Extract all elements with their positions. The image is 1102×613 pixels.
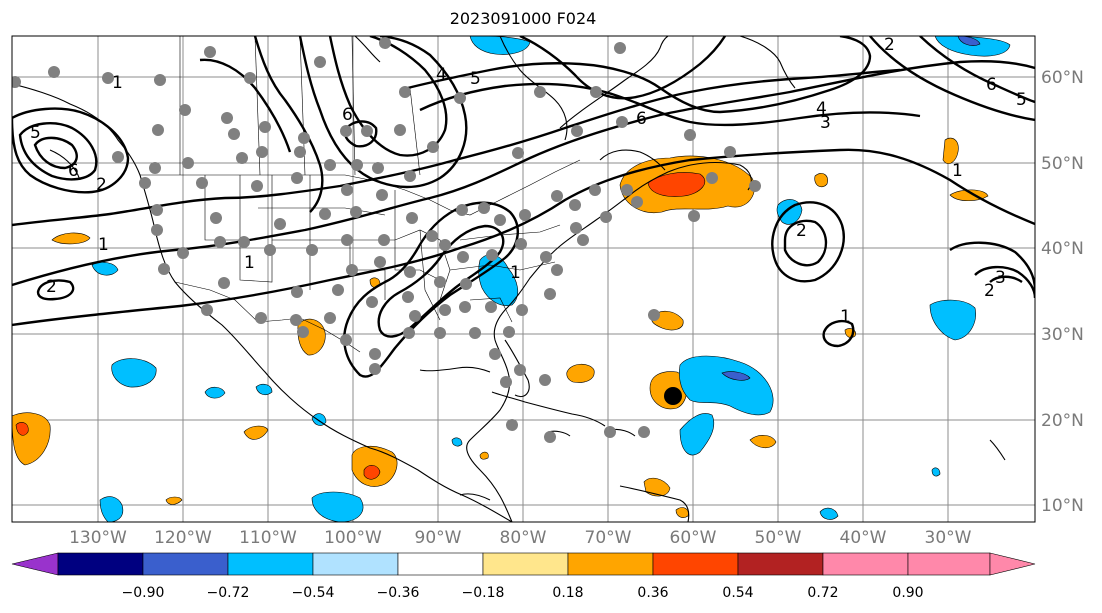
map-content: 1 1 1 1 1 1 2 2 2 2 3 3 4 4 5 5 5 6 6 6 …: [12, 35, 1035, 522]
colorbar-tick-label: 0.72: [807, 585, 838, 601]
colorbar-bin: [312, 552, 399, 576]
colorbar-tick-label: 0.90: [892, 585, 923, 601]
contour-label: 6: [68, 161, 79, 181]
colorbar-ticks: −0.90 −0.72 −0.54 −0.36 −0.18 0.18 0.36 …: [122, 585, 924, 601]
contour-label: 2: [46, 277, 57, 297]
lon-tick-label: 70°W: [585, 528, 632, 548]
lon-tick-label: 110°W: [239, 528, 297, 548]
lon-tick-label: 90°W: [415, 528, 462, 548]
contour-label: 1: [952, 161, 963, 181]
colorbar-tick-label: −0.54: [292, 585, 335, 601]
storm-center-marker: [664, 387, 682, 405]
contour-label: 6: [342, 105, 353, 125]
contour-label: 4: [436, 65, 447, 85]
contour-label: 5: [30, 123, 41, 143]
lon-tick-label: 30°W: [925, 528, 972, 548]
contour-label: 1: [244, 253, 255, 273]
lon-tick-label: 120°W: [154, 528, 212, 548]
colorbar-tick-label: −0.72: [207, 585, 250, 601]
colorbar: [11, 552, 1036, 576]
colorbar-tick-label: −0.18: [462, 585, 505, 601]
contour-label: 5: [470, 69, 481, 89]
colorbar-tick-label: −0.90: [122, 585, 165, 601]
contour-lines: [12, 36, 1035, 378]
contour-label: 2: [884, 35, 895, 55]
lon-tick-label: 40°W: [840, 528, 887, 548]
contour-label: 3: [995, 268, 1006, 288]
colorbar-bin: [142, 552, 229, 576]
lat-tick-label: 30°N: [1041, 325, 1084, 345]
contour-label: 3: [820, 113, 831, 133]
contour-label: 2: [96, 175, 107, 195]
coastlines: [12, 36, 1006, 522]
station-markers: [12, 37, 761, 443]
contour-label: 1: [840, 307, 851, 327]
colorbar-tick-label: 0.18: [552, 585, 583, 601]
contour-labels: 1 1 1 1 1 1 2 2 2 2 3 3 4 4 5 5 5 6 6 6 …: [30, 35, 1027, 327]
colorbar-tick-label: 0.54: [722, 585, 753, 601]
colorbar-tick-label: −0.36: [377, 585, 420, 601]
lat-tick-label: 60°N: [1041, 68, 1084, 88]
latitude-axis: 60°N 50°N 40°N 30°N 20°N 10°N: [1041, 68, 1084, 516]
lat-tick-label: 10°N: [1041, 496, 1084, 516]
colorbar-tick-label: 0.36: [637, 585, 668, 601]
lon-tick-label: 130°W: [69, 528, 127, 548]
lon-tick-label: 60°W: [670, 528, 717, 548]
lat-tick-label: 40°N: [1041, 239, 1084, 259]
colorbar-bin: [567, 552, 654, 576]
colorbar-bin: [397, 552, 484, 576]
contour-label: 1: [510, 263, 521, 283]
contour-label: 5: [1016, 90, 1027, 110]
contour-label: 4: [816, 99, 827, 119]
colorbar-bin: [737, 552, 824, 576]
contour-label: 6: [636, 109, 647, 129]
colorbar-bin: [227, 552, 314, 576]
colorbar-bin: [57, 552, 144, 576]
contour-label: 6: [986, 75, 997, 95]
contour-label: 1: [112, 73, 123, 93]
lon-tick-label: 80°W: [500, 528, 547, 548]
colorbar-over-arrow: [989, 552, 1036, 576]
lon-tick-label: 100°W: [324, 528, 382, 548]
colorbar-bin: [907, 552, 991, 576]
colorbar-bin: [482, 552, 569, 576]
map-title: 2023091000 F024: [449, 9, 597, 28]
lat-tick-label: 20°N: [1041, 411, 1084, 431]
negative-anomaly-shading: [91, 36, 1011, 522]
lat-tick-label: 50°N: [1041, 154, 1084, 174]
colorbar-bin: [822, 552, 909, 576]
colorbar-bin: [652, 552, 739, 576]
lon-tick-label: 50°W: [755, 528, 802, 548]
contour-label: 1: [98, 235, 109, 255]
colorbar-under-arrow: [11, 552, 59, 576]
longitude-axis: 130°W 120°W 110°W 100°W 90°W 80°W 70°W 6…: [69, 528, 972, 548]
contour-label: 2: [984, 281, 995, 301]
contour-label: 2: [796, 221, 807, 241]
